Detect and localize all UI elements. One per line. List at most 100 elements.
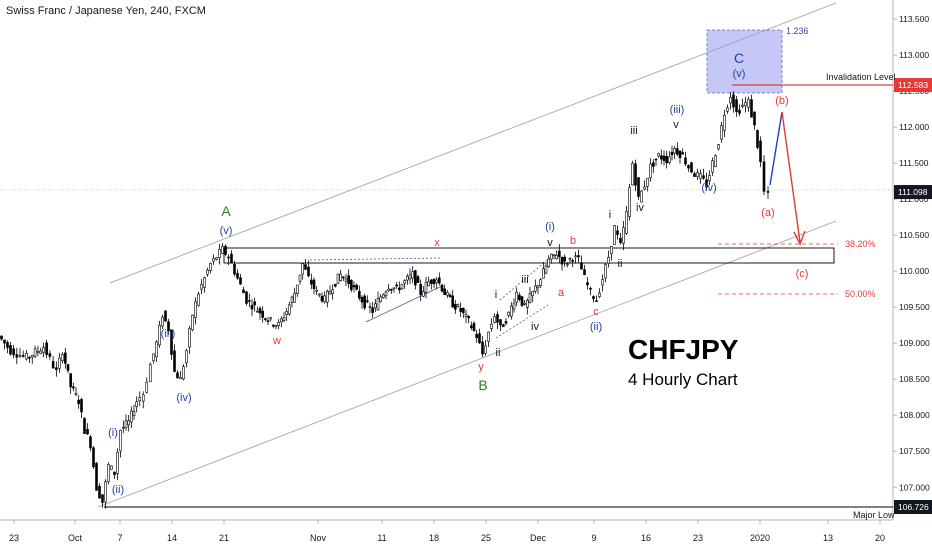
wave-label: i [495,289,497,301]
candle-body [116,452,119,474]
candle-body [475,333,478,339]
candle-body [203,277,206,288]
candle-body [74,393,78,395]
x-tick-label: Oct [68,533,83,543]
candle-body [531,290,534,297]
candle-body [3,339,6,344]
candle-body [236,273,239,279]
candle-body [464,313,468,317]
candle-body [753,111,756,126]
wave-label: iii [630,125,637,137]
wave-label: v [673,119,679,131]
candle-body [610,246,613,255]
candle-body [242,289,245,294]
candle-body [15,354,19,358]
candle-body [571,260,574,262]
candle-body [547,258,550,267]
candle-body [574,255,577,258]
candle-body [472,322,476,331]
candle-body [221,246,224,254]
candle-body [660,155,663,160]
candle-body [318,293,321,296]
candle-body [182,366,185,380]
x-tick-label: Dec [530,533,547,543]
candle-body [358,290,361,299]
y-tick-label: 110.000 [899,266,929,276]
candle-body [288,304,291,315]
candle-body [702,175,705,179]
candle-body [227,256,230,259]
candle-body [438,277,441,284]
candle-body [119,430,122,452]
candle-body [107,464,110,483]
candle-body [304,264,307,270]
candle-body [762,161,766,192]
candle-body [673,148,676,154]
candle-body [95,462,98,491]
candle-body [711,160,714,173]
candle-body [339,273,342,282]
candle-body [148,364,152,383]
candle-body [534,285,537,292]
x-tick-label: 7 [117,533,122,543]
wave-label: A [221,203,231,219]
candle-body [496,314,499,323]
candle-body [448,294,452,298]
candle-body [36,350,40,353]
wave-label: x [434,237,440,249]
candle-body [756,130,759,148]
wave-label: ii [496,347,501,359]
candle-body [122,426,125,429]
candle-body [646,177,649,187]
candle-body [520,296,524,306]
candle-body [504,321,508,324]
candle-body [269,317,272,320]
candle-body [89,436,92,449]
candle-body [280,318,283,323]
candle-body [456,304,460,307]
candle-body [66,364,70,371]
candle-body [158,324,161,346]
wave-label: (iv) [176,392,191,404]
candle-body [443,288,446,296]
x-tick-label: Nov [310,533,327,543]
candle-body [631,163,634,186]
y-tick-label: 109.500 [899,302,930,312]
candle-body [6,342,9,348]
candle-body [470,325,473,329]
candle-body [732,94,735,108]
candle-body [167,321,170,332]
y-tick-label: 107.500 [899,446,930,456]
candle-body [414,270,417,286]
candle-body [200,284,203,290]
candle-body [206,269,209,275]
candle-body [307,266,310,277]
candle-body [176,372,179,379]
candle-body [101,494,104,503]
candle-body [350,279,353,291]
candle-body [424,282,428,293]
invalidation-level-label: Invalidation Level [826,72,896,82]
wave-label: (b) [775,95,788,107]
wave-label: (i) [108,427,118,439]
candle-body [61,354,64,362]
candle-body [55,367,58,370]
candle-body [135,401,138,408]
wave-label: y [478,361,484,373]
x-tick-label: 18 [429,533,439,543]
candle-body [416,276,420,283]
wave-label: (a) [761,207,774,219]
candle-body [723,115,726,131]
candle-body [45,342,48,355]
y-tick-label: 113.500 [899,14,929,24]
candle-body [310,279,313,285]
candle-body [86,429,89,435]
candle-body [98,485,101,499]
wave-label: c [593,306,599,318]
x-tick-label: 23 [693,533,703,543]
candle-body [462,307,465,314]
candle-body [239,277,242,285]
candle-body [589,287,592,290]
candle-body [601,279,604,286]
